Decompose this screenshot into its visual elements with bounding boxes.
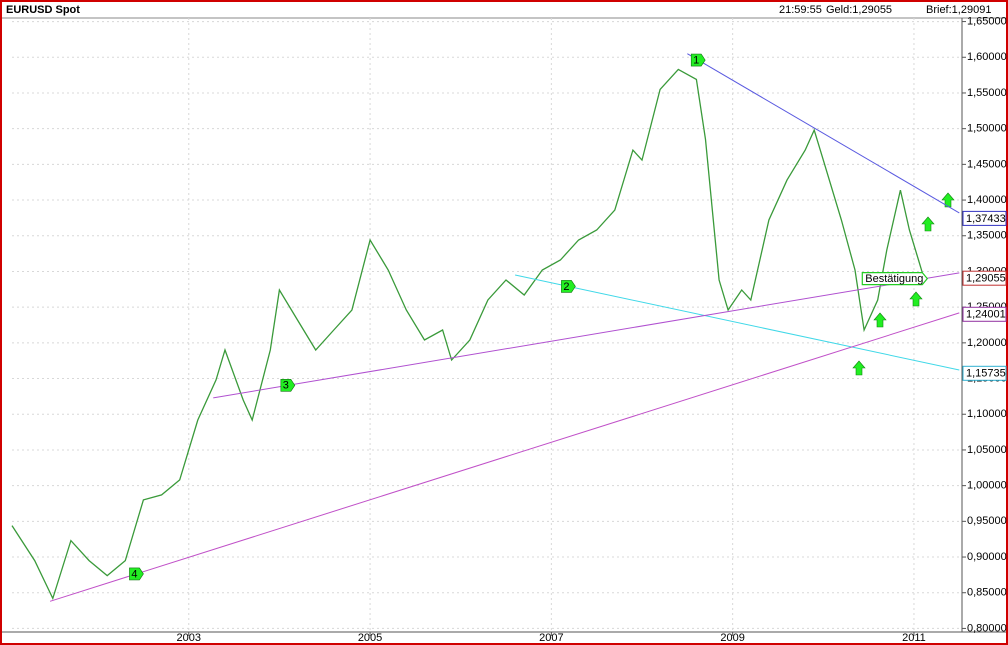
x-tick-label: 2005 bbox=[358, 632, 382, 644]
up-arrow bbox=[941, 192, 955, 208]
trend-marker bbox=[561, 280, 576, 293]
price-tag bbox=[962, 306, 1007, 322]
price-tag bbox=[962, 210, 1007, 226]
price-tag-label: 1,15735 bbox=[966, 368, 1006, 380]
y-tick-label: 0,85000 bbox=[967, 587, 1007, 599]
y-tick-label: 1,10000 bbox=[967, 408, 1007, 420]
y-tick-label: 1,65000 bbox=[967, 15, 1007, 27]
x-tick-label: 2007 bbox=[539, 632, 563, 644]
price-tag-label: 1,24001 bbox=[966, 309, 1006, 321]
y-tick-label: 0,80000 bbox=[967, 622, 1007, 634]
trendline bbox=[49, 312, 960, 602]
x-tick-label: 2011 bbox=[902, 632, 926, 644]
y-tick-label: 1,50000 bbox=[967, 123, 1007, 135]
trend-label: 4 bbox=[131, 568, 137, 580]
annotation-box bbox=[861, 271, 929, 286]
trend-label: 1 bbox=[693, 54, 699, 66]
trendline bbox=[514, 274, 960, 371]
price-tag bbox=[962, 365, 1007, 381]
up-arrow bbox=[852, 360, 866, 376]
up-arrow bbox=[921, 216, 935, 232]
up-arrow bbox=[873, 312, 887, 328]
trend-label: 2 bbox=[563, 281, 569, 293]
trend-marker bbox=[690, 53, 706, 67]
y-tick-label: 1,05000 bbox=[967, 444, 1007, 456]
time: 21:59:55 bbox=[779, 4, 822, 16]
y-tick-label: 1,35000 bbox=[967, 230, 1007, 242]
trendline bbox=[213, 272, 960, 399]
bid: Geld:1,29055 bbox=[826, 4, 892, 16]
price-tag bbox=[962, 270, 1007, 286]
trend-marker bbox=[129, 567, 144, 581]
ask: Brief:1,29091 bbox=[926, 4, 991, 16]
up-arrow bbox=[909, 291, 923, 307]
price-tag-label: 1,37433 bbox=[966, 213, 1006, 225]
y-tick-label: 1,20000 bbox=[967, 337, 1007, 349]
x-tick-label: 2009 bbox=[720, 632, 744, 644]
price-tag-label: 1,29055 bbox=[966, 273, 1006, 285]
y-tick-label: 1,40000 bbox=[967, 194, 1007, 206]
y-tick-label: 1,60000 bbox=[967, 51, 1007, 63]
y-tick-label: 1,45000 bbox=[967, 158, 1007, 170]
trendline bbox=[687, 53, 960, 214]
x-tick-label: 2003 bbox=[177, 632, 201, 644]
arrows bbox=[852, 192, 955, 376]
y-tick-label: 0,90000 bbox=[967, 551, 1007, 563]
trend-marker bbox=[280, 379, 296, 392]
y-tick-label: 1,55000 bbox=[967, 87, 1007, 99]
y-tick-label: 0,95000 bbox=[967, 515, 1007, 527]
chart-title: EURUSD Spot bbox=[6, 4, 80, 16]
y-tick-label: 1,00000 bbox=[967, 480, 1007, 492]
price-line bbox=[11, 68, 924, 601]
annotation-label: Bestätigung bbox=[865, 273, 923, 285]
trend-label: 3 bbox=[283, 380, 289, 392]
